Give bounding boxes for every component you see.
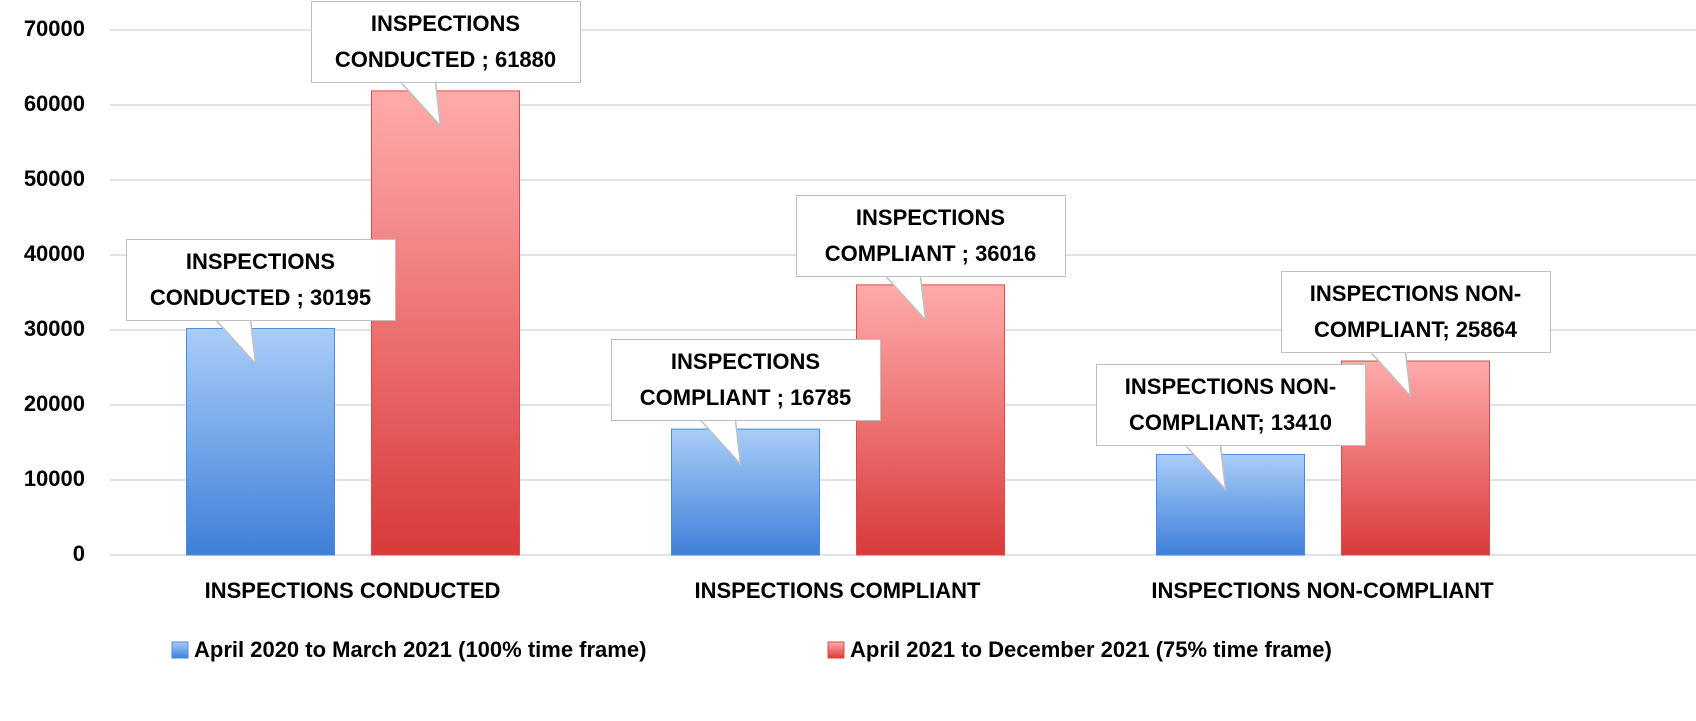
- data-label: INSPECTIONS COMPLIANT ; 36016: [795, 194, 1066, 277]
- data-label: INSPECTIONS CONDUCTED ; 61880: [310, 0, 581, 83]
- data-label: INSPECTIONS CONDUCTED ; 30195: [125, 238, 396, 321]
- bar: [1156, 453, 1305, 556]
- y-tick-label: 50000: [24, 166, 85, 191]
- legend-swatch: [827, 641, 845, 659]
- y-tick-label: 70000: [24, 16, 85, 41]
- bar: [371, 90, 520, 556]
- y-tick-label: 20000: [24, 391, 85, 416]
- x-tick-label: INSPECTIONS CONDUCTED: [205, 578, 501, 603]
- bar: [856, 284, 1005, 556]
- bar: [1341, 360, 1490, 556]
- y-tick-label: 0: [73, 541, 85, 566]
- bar: [671, 428, 820, 556]
- data-label: INSPECTIONS NON-COMPLIANT; 13410: [1095, 364, 1366, 447]
- data-label: INSPECTIONS COMPLIANT ; 16785: [610, 339, 881, 422]
- bar: [186, 328, 335, 556]
- x-tick-label: INSPECTIONS NON-COMPLIANT: [1151, 578, 1494, 603]
- y-tick-label: 60000: [24, 91, 85, 116]
- legend-label: April 2020 to March 2021 (100% time fram…: [194, 637, 646, 662]
- legend-swatch: [171, 641, 189, 659]
- data-label: INSPECTIONS NON-COMPLIANT; 25864: [1280, 271, 1551, 354]
- y-tick-label: 10000: [24, 466, 85, 491]
- y-tick-label: 40000: [24, 241, 85, 266]
- y-tick-label: 30000: [24, 316, 85, 341]
- x-tick-label: INSPECTIONS COMPLIANT: [694, 578, 981, 603]
- legend-label: April 2021 to December 2021 (75% time fr…: [850, 637, 1332, 662]
